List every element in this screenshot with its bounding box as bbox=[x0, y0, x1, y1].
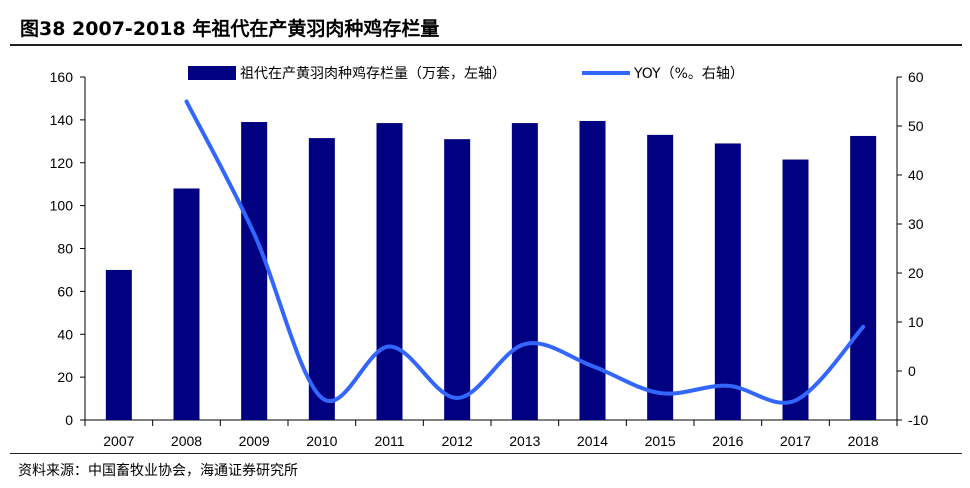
x-tick-label: 2015 bbox=[645, 433, 676, 449]
bar bbox=[579, 120, 606, 421]
x-tick-label: 2017 bbox=[780, 433, 811, 449]
bar bbox=[714, 143, 741, 421]
x-tick-label: 2013 bbox=[509, 433, 540, 449]
source-note: 资料来源：中国畜牧业协会，海通证券研究所 bbox=[18, 463, 298, 479]
x-tick-label: 2012 bbox=[442, 433, 473, 449]
line-layer bbox=[184, 99, 866, 405]
legend-line-label: YOY（%。右轴） bbox=[633, 66, 744, 82]
right-tick-label: 50 bbox=[908, 118, 924, 134]
x-tick-label: 2011 bbox=[374, 433, 404, 449]
bar bbox=[105, 269, 132, 420]
left-tick-label: 60 bbox=[57, 283, 73, 299]
legend: 祖代在产黄羽肉种鸡存栏量（万套，左轴） YOY（%。右轴） bbox=[188, 65, 744, 82]
bar bbox=[782, 159, 809, 421]
chart-title: 图38 2007-2018 年祖代在产黄羽肉种鸡存栏量 bbox=[20, 18, 440, 40]
bar bbox=[376, 123, 403, 420]
x-tick-label: 2007 bbox=[103, 433, 134, 449]
x-tick-label: 2018 bbox=[848, 433, 879, 449]
right-tick-label: 10 bbox=[908, 314, 924, 330]
left-tick-label: 0 bbox=[65, 412, 73, 428]
left-tick-label: 40 bbox=[57, 326, 73, 342]
x-tick-label: 2016 bbox=[712, 433, 743, 449]
yoy-line bbox=[184, 99, 866, 405]
left-tick-label: 160 bbox=[50, 69, 74, 85]
x-tick-label: 2014 bbox=[577, 433, 608, 449]
bar bbox=[173, 188, 200, 420]
x-tick-label: 2008 bbox=[171, 433, 202, 449]
right-tick-label: 30 bbox=[908, 216, 924, 232]
bar bbox=[444, 139, 471, 420]
bar bbox=[241, 122, 268, 421]
axes-layer: 0 20 40 60 80 100 120 140 160 -10 0 10 20 30 40 50 60 200… bbox=[50, 69, 929, 449]
title-divider bbox=[10, 44, 962, 46]
bar bbox=[308, 138, 335, 421]
right-tick-label: -10 bbox=[908, 412, 928, 428]
right-tick-label: 20 bbox=[908, 265, 924, 281]
bar bbox=[850, 135, 877, 420]
right-tick-label: 40 bbox=[908, 167, 924, 183]
legend-bar-label: 祖代在产黄羽肉种鸡存栏量（万套，左轴） bbox=[240, 65, 506, 82]
left-tick-label: 20 bbox=[57, 369, 73, 385]
left-tick-label: 120 bbox=[50, 155, 74, 171]
right-tick-label: 60 bbox=[908, 69, 924, 85]
legend-bar-swatch bbox=[188, 66, 236, 80]
bar bbox=[647, 134, 674, 420]
left-tick-label: 100 bbox=[50, 198, 74, 214]
x-tick-label: 2009 bbox=[239, 433, 270, 449]
left-tick-label: 140 bbox=[50, 112, 74, 128]
left-tick-label: 80 bbox=[57, 241, 73, 257]
footer-divider bbox=[10, 453, 962, 454]
right-tick-label: 0 bbox=[908, 363, 916, 379]
bar bbox=[511, 123, 538, 420]
x-tick-label: 2010 bbox=[306, 433, 337, 449]
